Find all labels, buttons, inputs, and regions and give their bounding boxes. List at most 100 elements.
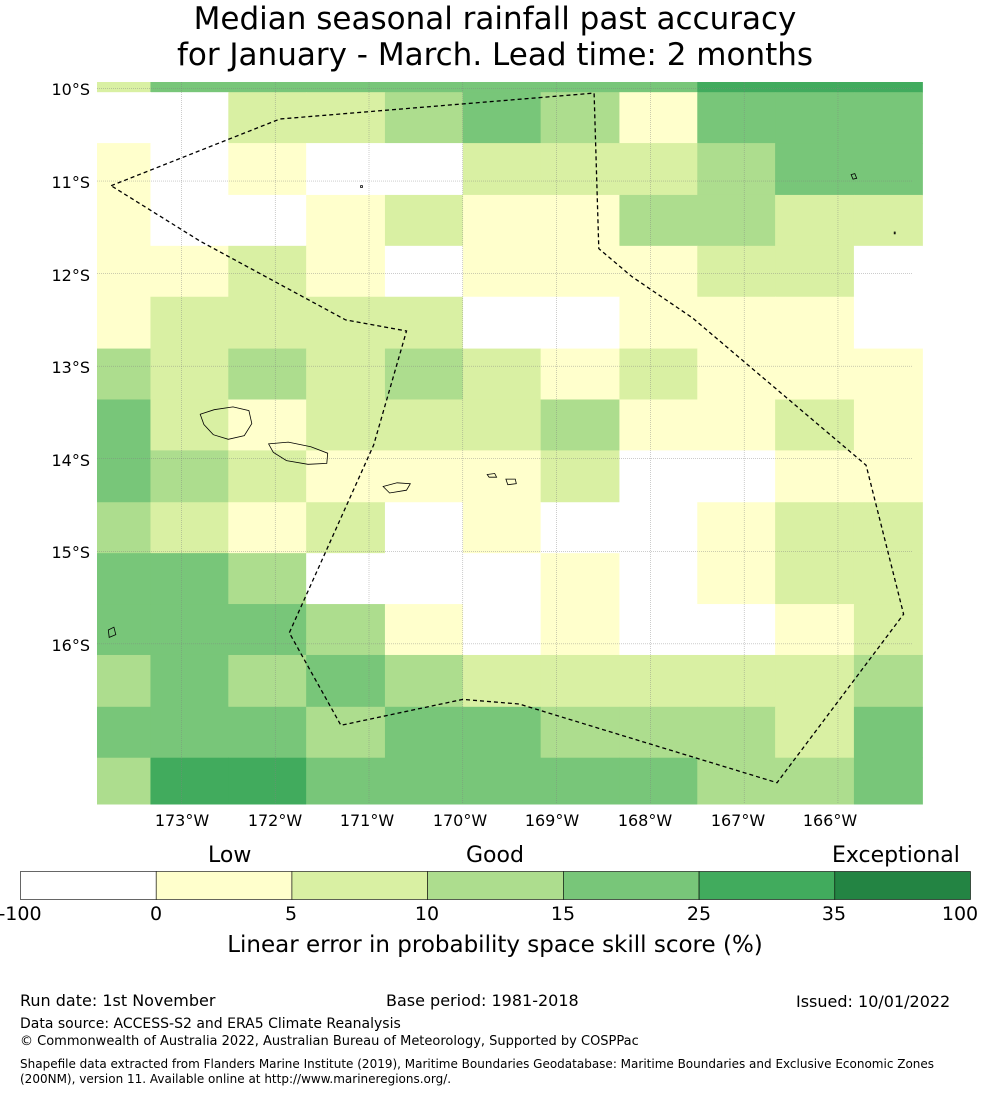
grid-cell [775, 92, 855, 144]
grid-cell [150, 92, 229, 144]
island-outline [360, 185, 363, 188]
grid-cell [228, 450, 307, 503]
grid-cell [150, 502, 229, 554]
grid-cell [306, 654, 386, 708]
data-source: Data source: ACCESS-S2 and ERA5 Climate … [20, 1016, 401, 1032]
grid-cell [97, 553, 151, 605]
grid-cell [97, 450, 151, 503]
grid-cell [697, 143, 776, 196]
grid-cell [97, 194, 151, 247]
grid-cell [306, 92, 386, 144]
grid-cell [306, 143, 386, 196]
grid-cell [697, 399, 776, 451]
grid-cell [619, 757, 698, 805]
grid-cell [384, 245, 464, 298]
coastlines [107, 173, 896, 638]
grid-cell [97, 92, 151, 144]
grid-cell [97, 399, 151, 451]
grid-cell [619, 143, 698, 196]
grid-cell [306, 604, 386, 656]
grid-cell [619, 92, 698, 144]
grid-cell [228, 92, 307, 144]
grid-cell [462, 553, 542, 605]
lon-label-168w: 168°W [617, 811, 673, 830]
grid-cell [697, 82, 776, 93]
grid-cell [775, 245, 855, 298]
grid-cell [540, 553, 620, 605]
grid-cell [150, 604, 229, 656]
grid-cell [97, 348, 151, 400]
skill-grid [97, 82, 923, 805]
grid-cell [775, 450, 855, 503]
grid-cell [384, 654, 464, 708]
colorbar-segment [698, 871, 836, 900]
grid-cell [97, 757, 151, 805]
graticule [97, 82, 913, 804]
grid-cell [697, 348, 776, 400]
island-outline [199, 406, 253, 440]
grid-cell [306, 450, 386, 503]
grid-cell [306, 194, 386, 247]
colorbar-tick-100: 100 [941, 903, 979, 925]
island-outline [382, 482, 411, 494]
grid-cell [619, 553, 698, 605]
colorbar-tick-5: 5 [284, 903, 298, 925]
colorbar-title: Linear error in probability space skill … [227, 932, 763, 958]
lon-label-166w: 166°W [802, 811, 858, 830]
grid-cell [462, 82, 542, 93]
grid-cell [306, 757, 386, 805]
grid-cell [775, 757, 855, 805]
grid-cell [384, 92, 464, 144]
grid-cell [384, 553, 464, 605]
grid-cell [228, 706, 307, 759]
grid-cell [384, 194, 464, 247]
grid-cell [462, 194, 542, 247]
colorbar-segment [20, 871, 157, 900]
grid-cell [306, 348, 386, 400]
grid-cell [853, 399, 923, 451]
grid-cell [150, 757, 229, 805]
grid-cell [540, 706, 620, 759]
lon-label-172w: 172°W [247, 811, 303, 830]
grid-cell [697, 92, 776, 144]
grid-cell [540, 348, 620, 400]
grid-cell [775, 348, 855, 400]
grid-cell [619, 348, 698, 400]
grid-cell [306, 502, 386, 554]
grid-cell [540, 296, 620, 350]
grid-cell [697, 553, 776, 605]
grid-cell [540, 757, 620, 805]
grid-cell [462, 502, 542, 554]
issued-date: Issued: 10/01/2022 [796, 992, 951, 1011]
island-outline [893, 231, 896, 235]
colorbar-tick-minus100: -100 [0, 903, 42, 925]
lon-label-167w: 167°W [710, 811, 766, 830]
colorbar-segment [291, 871, 428, 900]
grid-cell [384, 706, 464, 759]
chart-title-line-2: for January - March. Lead time: 2 months [176, 37, 814, 73]
colorbar-segment [427, 871, 564, 900]
grid-cell [384, 143, 464, 196]
grid-cell [97, 245, 151, 298]
grid-cell [853, 553, 923, 605]
lon-label-169w: 169°W [524, 811, 580, 830]
grid-cell [697, 757, 776, 805]
grid-cell [775, 502, 855, 554]
island-outline [505, 478, 517, 486]
grid-cell [619, 706, 698, 759]
grid-cell [775, 604, 855, 656]
colorbar-tick-0: 0 [149, 903, 163, 925]
island-outline [267, 441, 329, 465]
grid-cell [150, 348, 229, 400]
grid-cell [540, 92, 620, 144]
grid-cell [150, 245, 229, 298]
grid-cell [619, 450, 698, 503]
grid-cell [619, 245, 698, 298]
lat-label-12s: 12°S [51, 266, 90, 285]
grid-cell [540, 194, 620, 247]
grid-cell [306, 399, 386, 451]
grid-cell [619, 502, 698, 554]
grid-cell [150, 82, 229, 93]
grid-cell [697, 194, 776, 247]
